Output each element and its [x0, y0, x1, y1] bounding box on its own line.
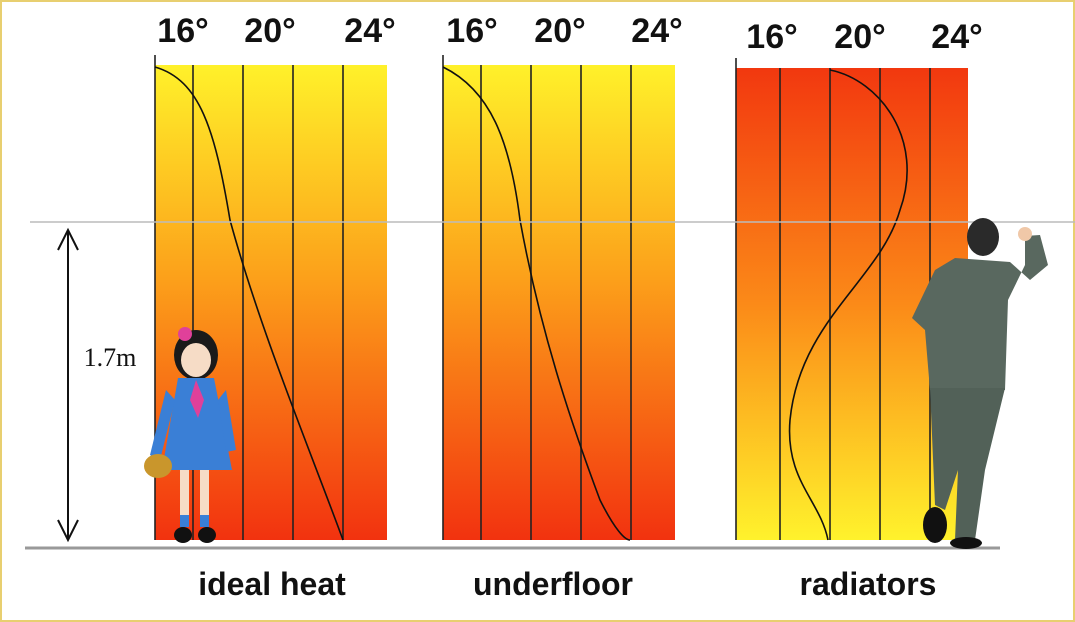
tick-label: 16° — [446, 12, 497, 50]
tick-label: 20° — [834, 18, 885, 56]
panel-label: ideal heat — [198, 566, 346, 602]
diagram: 1.7m 16° 20° 24° 16° 20° 24° 16° 20° 24°… — [0, 0, 1075, 622]
tick-label: 16° — [157, 12, 208, 50]
panel-underfloor — [443, 65, 675, 540]
tick-label: 24° — [344, 12, 395, 50]
height-label: 1.7m — [84, 343, 137, 372]
tick-label: 24° — [931, 18, 982, 56]
tick-label: 24° — [631, 12, 682, 50]
tick-label: 20° — [244, 12, 295, 50]
panel-label: radiators — [800, 566, 937, 602]
tick-label: 20° — [534, 12, 585, 50]
tick-label: 16° — [746, 18, 797, 56]
panel-label: underfloor — [473, 566, 633, 602]
